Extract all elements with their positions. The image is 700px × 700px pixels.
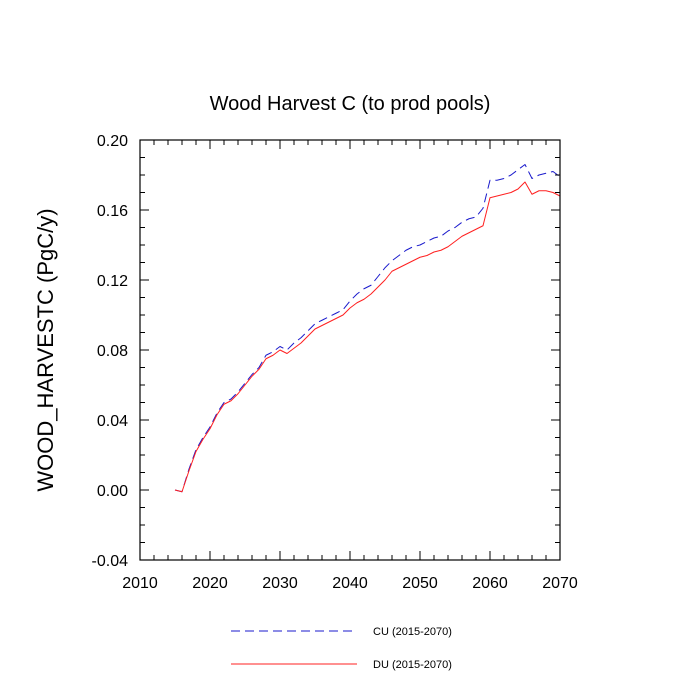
series-line-du: [174, 181, 561, 493]
legend-label: CU (2015-2070): [373, 626, 452, 638]
x-tick-label: 2050: [402, 575, 438, 592]
legend-label: DU (2015-2070): [373, 659, 452, 671]
chart-title: Wood Harvest C (to prod pools): [210, 93, 491, 115]
x-tick-label: 2020: [192, 575, 228, 592]
x-tick-label: 2060: [472, 575, 508, 592]
x-tick-label: 2010: [122, 575, 158, 592]
y-tick-label: 0.08: [97, 343, 128, 360]
x-tick-label: 2030: [262, 575, 298, 592]
legend: CU (2015-2070) DU (2015-2070): [231, 626, 452, 671]
series-line-cu: [174, 164, 561, 493]
y-axis-label: WOOD_HARVESTC (PgC/y): [33, 208, 58, 491]
y-tick-label: 0.00: [97, 483, 128, 500]
series-group: [174, 164, 561, 493]
ticks: 2010 2020 2030 2040 2050 2060 2070 -0.04 0.00 0.0…: [92, 133, 578, 592]
x-tick-label: 2040: [332, 575, 368, 592]
y-tick-label: -0.04: [92, 553, 129, 570]
y-tick-label: 0.04: [97, 413, 128, 430]
y-tick-label: 0.16: [97, 203, 128, 220]
x-tick-label: 2070: [542, 575, 578, 592]
y-tick-label: 0.12: [97, 273, 128, 290]
y-tick-label: 0.20: [97, 133, 128, 150]
